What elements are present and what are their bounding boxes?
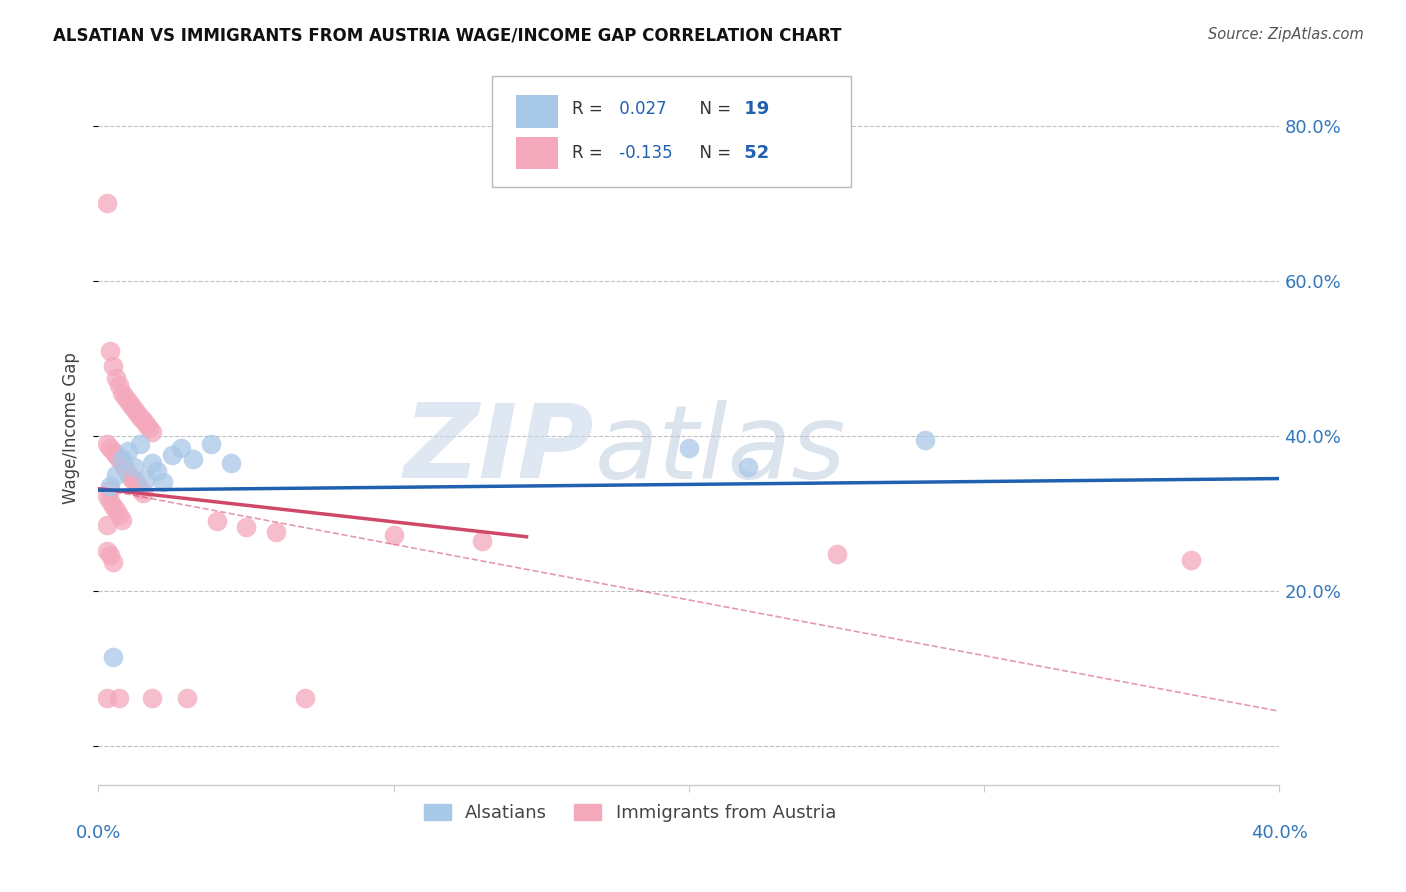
Point [146, 464, 169, 478]
Text: 0.027: 0.027 [614, 100, 666, 118]
Point [235, 520, 257, 534]
Point [114, 461, 136, 475]
Point [105, 370, 128, 384]
Point [264, 525, 287, 540]
Point [108, 378, 131, 392]
Point [111, 513, 134, 527]
Text: Source: ZipAtlas.com: Source: ZipAtlas.com [1208, 27, 1364, 42]
Point [138, 421, 160, 435]
Point [108, 508, 131, 522]
Point [128, 409, 150, 424]
Point [200, 436, 222, 450]
Point [117, 444, 139, 458]
Point [1180, 553, 1202, 567]
Point [122, 474, 145, 488]
Point [132, 486, 155, 500]
Point [132, 413, 155, 427]
Point [105, 448, 128, 462]
Point [103, 444, 125, 458]
Point [108, 691, 131, 706]
Point [103, 650, 125, 665]
Point [98, 483, 121, 498]
Point [98, 441, 121, 455]
Point [135, 417, 157, 432]
Point [111, 456, 134, 470]
Point [162, 448, 183, 462]
Text: -0.135: -0.135 [614, 145, 673, 162]
Point [103, 359, 125, 373]
Point [170, 441, 193, 455]
Text: R =: R = [572, 100, 603, 118]
Point [471, 533, 494, 548]
Point [96, 196, 118, 211]
Point [98, 479, 121, 493]
Point [103, 499, 125, 513]
Point [176, 691, 198, 706]
Point [117, 466, 139, 480]
Y-axis label: Wage/Income Gap: Wage/Income Gap [62, 352, 80, 504]
Point [117, 394, 139, 409]
Point [120, 398, 142, 412]
Point [125, 477, 148, 491]
Text: N =: N = [689, 145, 731, 162]
Text: N =: N = [689, 100, 731, 118]
Point [96, 518, 118, 533]
Point [205, 514, 228, 528]
Point [914, 433, 936, 447]
Point [122, 459, 145, 474]
Point [141, 691, 163, 706]
Point [128, 482, 150, 496]
Point [122, 401, 145, 416]
Point [111, 386, 134, 401]
Text: atlas: atlas [595, 400, 846, 500]
Text: R =: R = [572, 145, 603, 162]
Point [152, 475, 174, 490]
Text: 52: 52 [738, 145, 769, 162]
Point [382, 528, 405, 542]
Point [221, 456, 243, 470]
Legend: Alsatians, Immigrants from Austria: Alsatians, Immigrants from Austria [416, 797, 844, 830]
Point [135, 472, 157, 486]
Point [111, 452, 134, 467]
Point [98, 494, 121, 508]
Point [128, 436, 150, 450]
Point [96, 490, 118, 504]
Text: 19: 19 [738, 100, 769, 118]
Point [103, 555, 125, 569]
Text: 40.0%: 40.0% [1251, 824, 1308, 842]
Text: ZIP: ZIP [404, 399, 595, 500]
Point [96, 691, 118, 706]
Point [108, 452, 131, 467]
Point [96, 543, 118, 558]
Point [96, 436, 118, 450]
Text: 0.0%: 0.0% [76, 824, 121, 842]
Point [120, 471, 142, 485]
Point [105, 502, 128, 516]
Point [141, 425, 163, 439]
Point [825, 547, 848, 561]
Point [737, 459, 759, 474]
Point [294, 691, 316, 706]
Point [98, 549, 121, 563]
Point [141, 456, 163, 470]
Point [98, 343, 121, 358]
Text: ALSATIAN VS IMMIGRANTS FROM AUSTRIA WAGE/INCOME GAP CORRELATION CHART: ALSATIAN VS IMMIGRANTS FROM AUSTRIA WAGE… [53, 27, 842, 45]
Point [114, 390, 136, 404]
Point [678, 441, 700, 455]
Point [125, 406, 148, 420]
Point [105, 467, 128, 482]
Point [181, 452, 204, 467]
